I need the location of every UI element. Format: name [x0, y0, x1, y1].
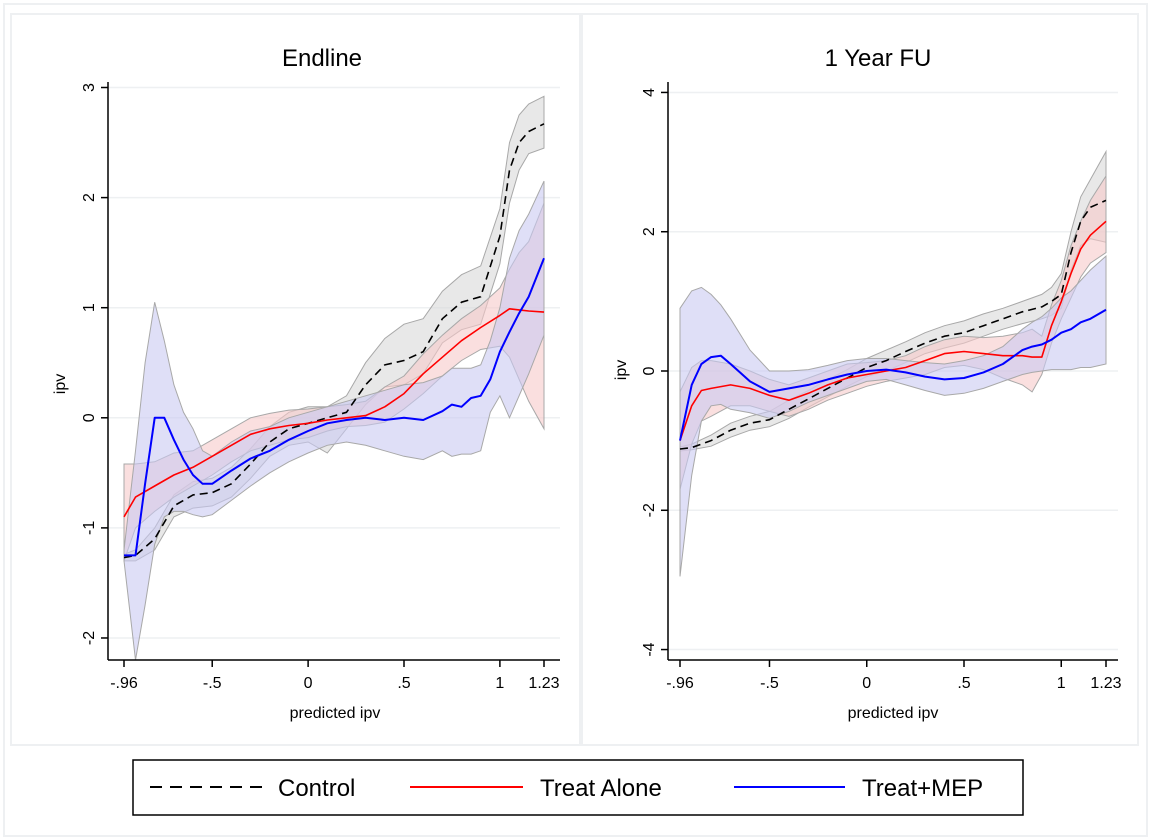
series-line-control [679, 199, 1107, 450]
x-tick-label: 1 [1057, 675, 1066, 692]
x-tick-label: 1.23 [1090, 675, 1121, 692]
series-line-treat-alone [123, 307, 545, 518]
y-tick-label: 3 [81, 83, 98, 92]
axes: -2 -1 0 1 2 3 -.96 -.5 0 .5 1 1.23 [81, 82, 560, 692]
x-tick-label: 1.23 [528, 675, 559, 692]
legend-label-control: Control [278, 775, 355, 802]
ci-band-treat-mep [679, 254, 1107, 577]
x-tick-label: 1 [495, 675, 504, 692]
series-line-treat-mep [124, 257, 545, 557]
axes: -4 -2 0 2 4 -.96 -.5 0 .5 1 1.23 [641, 82, 1122, 692]
panel-title: 1 Year FU [825, 45, 932, 72]
ci-band-treat-mep [123, 180, 545, 661]
series-line-treat-mep [679, 308, 1107, 441]
panel-frame [10, 13, 581, 746]
y-tick-label: 0 [81, 413, 98, 422]
x-tick-label: -.96 [110, 675, 138, 692]
x-tick-label: -.5 [203, 675, 222, 692]
y-tick-label: -4 [641, 642, 658, 656]
x-axis-label: predicted ipv [848, 705, 939, 722]
panel-1-year-fu: 1 Year FU -4 -2 0 2 4 -.96 -.5 0 .5 1 1.23 ipv pre… [581, 13, 1139, 746]
figure-frame [3, 3, 1148, 837]
series-lines [123, 123, 545, 559]
y-tick-label: 4 [641, 88, 658, 97]
x-tick-label: -.96 [666, 675, 694, 692]
y-tick-label: 2 [641, 227, 658, 236]
y-tick-label: -1 [81, 521, 98, 535]
series-line-treat-alone [679, 220, 1107, 441]
series-lines [679, 199, 1107, 450]
panel-frame [581, 13, 1139, 746]
x-axis-label: predicted ipv [290, 705, 381, 722]
legend-box [132, 759, 1024, 816]
y-tick-label: 1 [81, 303, 98, 312]
x-tick-label: -.5 [760, 675, 779, 692]
series-line-control [123, 123, 545, 559]
x-tick-label: .5 [957, 675, 970, 692]
bands [123, 95, 545, 661]
y-tick-label: -2 [81, 631, 98, 645]
x-tick-label: .5 [397, 675, 410, 692]
legend-label-treat-alone: Treat Alone [540, 775, 662, 802]
x-tick-label: 0 [304, 675, 313, 692]
panel-endline: Endline -2 -1 0 1 2 3 -.96 -.5 0 .5 1 1.23 ipv pred… [10, 13, 581, 746]
legend-label-treat-mep: Treat+MEP [862, 775, 983, 802]
y-axis-label: ipv [52, 374, 69, 394]
panel-title: Endline [282, 45, 362, 72]
y-axis-label: ipv [613, 360, 630, 380]
y-tick-label: 2 [81, 193, 98, 202]
y-tick-label: -2 [641, 503, 658, 517]
y-tick-label: 0 [641, 366, 658, 375]
bands [679, 149, 1107, 577]
x-tick-label: 0 [862, 675, 871, 692]
legend: Control Treat Alone Treat+MEP [132, 759, 1024, 816]
